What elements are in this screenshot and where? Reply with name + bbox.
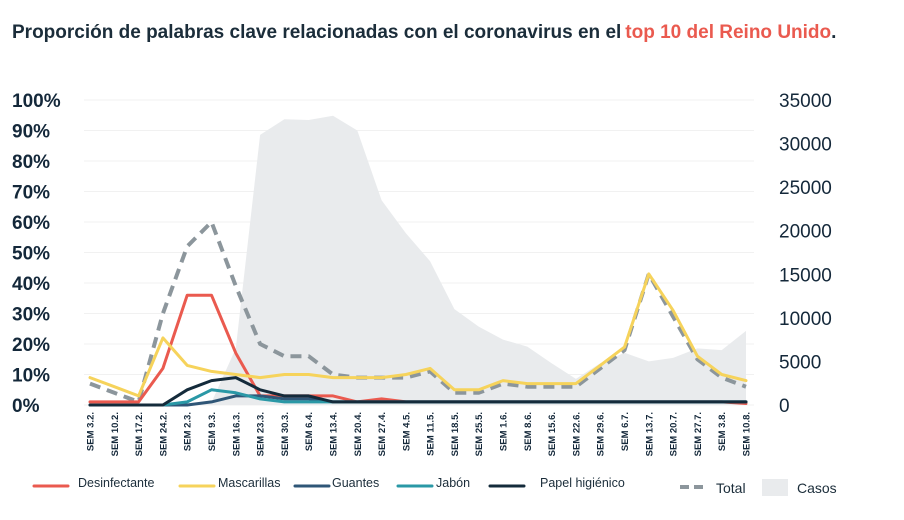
legend-casos-label: Casos — [797, 480, 837, 496]
y-right-tick-label: 5000 — [779, 352, 821, 373]
x-tick-label: SEM 2.3. — [183, 412, 194, 451]
chart-title-highlight: top 10 del Reino Unido — [625, 22, 832, 43]
x-tick-label: SEM 3.2. — [86, 412, 97, 451]
legend-casos-swatch — [762, 479, 788, 496]
x-tick-label: SEM 3.8. — [717, 412, 728, 451]
x-tick-label: SEM 27.7. — [693, 412, 704, 456]
y-left-tick-label: 100% — [12, 91, 61, 112]
x-tick-label: SEM 22.6. — [571, 412, 582, 456]
y-left-tick-label: 60% — [12, 213, 50, 234]
x-tick-label: SEM 10.8. — [742, 412, 753, 456]
legend-guantes-label: Guantes — [332, 476, 379, 490]
x-tick-label: SEM 13.4. — [328, 412, 339, 456]
y-left-tick-label: 0% — [12, 396, 40, 417]
x-tick-label: SEM 15.6. — [547, 412, 558, 456]
y-left-tick-label: 70% — [12, 183, 50, 204]
y-axis-right: 0 5000 10000 15000 20000 25000 30000 35000 — [779, 91, 832, 417]
x-tick-label: SEM 11.5. — [426, 412, 437, 456]
x-tick-label: SEM 18.5. — [450, 412, 461, 456]
x-tick-label: SEM 13.7. — [644, 412, 655, 456]
x-tick-label: SEM 4.5. — [401, 412, 412, 451]
legend: Desinfectante Mascarillas Guantes Jabón Pape… — [32, 476, 837, 496]
y-right-tick-label: 25000 — [779, 178, 832, 199]
legend-jabon-label: Jabón — [436, 476, 470, 490]
legend-desinfectante-label: Desinfectante — [78, 476, 154, 490]
y-left-tick-label: 30% — [12, 305, 50, 326]
y-right-tick-label: 15000 — [779, 265, 832, 286]
x-tick-label: SEM 20.4. — [353, 412, 364, 456]
series-lines-layer — [88, 220, 748, 407]
x-tick-label: SEM 25.5. — [474, 412, 485, 456]
x-tick-label: SEM 23.3. — [256, 412, 267, 456]
y-right-tick-label: 35000 — [779, 91, 832, 112]
y-left-tick-label: 40% — [12, 274, 50, 295]
chart-title-end: . — [831, 22, 837, 43]
mascarillas-line — [88, 272, 748, 398]
chart-title-main: Proporción de palabras clave relacionada… — [12, 22, 622, 43]
y-right-tick-label: 20000 — [779, 222, 832, 243]
chart-title: Proporción de palabras clave relacionada… — [12, 22, 836, 44]
y-right-tick-label: 30000 — [779, 135, 832, 156]
x-tick-label: SEM 6.4. — [304, 412, 315, 451]
x-tick-label: SEM 30.3. — [280, 412, 291, 456]
legend-mascarillas-label: Mascarillas — [218, 476, 281, 490]
x-tick-label: SEM 29.6. — [596, 412, 607, 456]
casos-area — [90, 115, 746, 405]
x-tick-label: SEM 16.3. — [231, 412, 242, 456]
x-axis: SEM 3.2. SEM 10.2. SEM 17.2. SEM 24.2. SEM 2… — [86, 412, 753, 456]
y-right-tick-label: 0 — [779, 396, 790, 417]
x-tick-label: SEM 20.7. — [669, 412, 680, 456]
x-tick-label: SEM 1.6. — [499, 412, 510, 451]
x-tick-label: SEM 27.4. — [377, 412, 388, 456]
y-axis-left: 0% 10% 20% 30% 40% 50% 60% 70% 80% 90% 100% — [12, 91, 61, 417]
legend-papel-label: Papel higiénico — [540, 476, 625, 490]
papel-line — [88, 376, 748, 407]
x-tick-label: SEM 6.7. — [620, 412, 631, 451]
y-left-tick-label: 10% — [12, 366, 50, 387]
x-tick-label: SEM 9.3. — [207, 412, 218, 451]
y-left-tick-label: 50% — [12, 244, 50, 265]
y-left-tick-label: 20% — [12, 335, 50, 356]
y-left-tick-label: 80% — [12, 152, 50, 173]
y-left-tick-label: 90% — [12, 122, 50, 143]
x-tick-label: SEM 17.2. — [134, 412, 145, 456]
x-tick-label: SEM 10.2. — [110, 412, 121, 456]
casos-area-layer — [90, 115, 746, 405]
x-tick-label: SEM 24.2. — [158, 412, 169, 456]
legend-total-label: Total — [716, 480, 746, 496]
x-tick-label: SEM 8.6. — [523, 412, 534, 451]
y-right-tick-label: 10000 — [779, 309, 832, 330]
